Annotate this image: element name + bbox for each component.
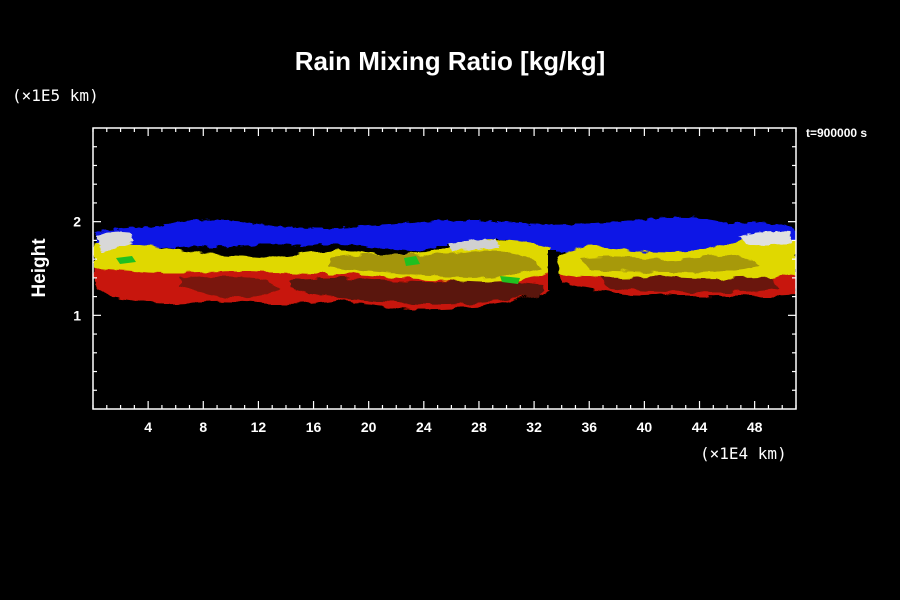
green-edge-2 <box>404 256 420 266</box>
white-highlight <box>96 231 134 252</box>
green-edge-3 <box>500 276 520 284</box>
olive-shade <box>330 251 542 278</box>
white-highlight-2 <box>448 239 500 250</box>
x-tick-label: 32 <box>526 419 542 435</box>
field-gap <box>548 250 556 290</box>
x-unit-label: (×1E4 km) <box>700 444 787 463</box>
green-edge <box>116 256 136 264</box>
time-label: t=900000 s <box>806 126 868 140</box>
y-tick-label: 1 <box>73 307 81 323</box>
white-highlight-3 <box>740 231 792 245</box>
x-tick-label: 40 <box>637 419 653 435</box>
field-layer <box>94 216 796 309</box>
x-tick-label: 36 <box>581 419 597 435</box>
x-tick-label: 20 <box>361 419 377 435</box>
x-tick-label: 24 <box>416 419 432 435</box>
dark-core-west <box>180 276 280 298</box>
olive-shade-east <box>580 254 760 273</box>
dark-core-east <box>600 274 780 293</box>
x-tick-label: 12 <box>251 419 267 435</box>
y-unit-label: (×1E5 km) <box>12 86 99 105</box>
x-tick-label: 8 <box>199 419 207 435</box>
x-tick-label: 16 <box>306 419 322 435</box>
chart-title: Rain Mixing Ratio [kg/kg] <box>294 46 606 76</box>
dark-core <box>290 278 545 305</box>
blue-layer <box>96 216 796 255</box>
plot-frame <box>92 127 797 410</box>
x-tick-label: 44 <box>692 419 708 435</box>
y-tick-label: 2 <box>73 214 81 230</box>
x-tick-label: 28 <box>471 419 487 435</box>
x-tick-label: 48 <box>747 419 763 435</box>
x-tick-label: 4 <box>144 419 152 435</box>
